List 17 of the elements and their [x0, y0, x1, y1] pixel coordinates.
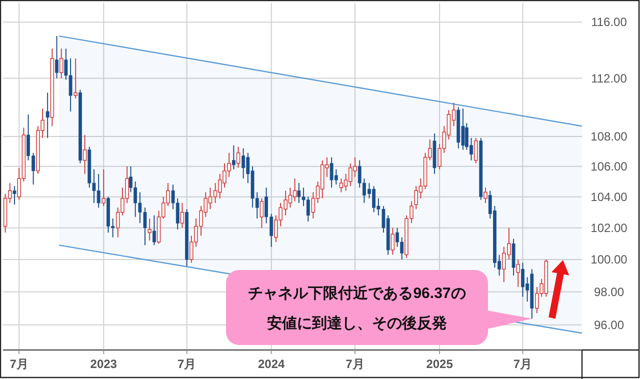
y-tick-label: 98.00: [594, 284, 624, 299]
x-tick-label: 7月: [513, 357, 532, 371]
annotation: チャネル下限付近である96.37の安値に到達し、その後反発: [248, 285, 466, 332]
y-tick-label: 102.00: [590, 220, 628, 235]
y-tick-label: 108.00: [590, 129, 628, 144]
x-tick-label: 2023: [90, 357, 118, 371]
x-tick-label: 7月: [346, 357, 364, 371]
y-tick-label: 96.00: [594, 318, 624, 332]
y-tick-label: 116.00: [591, 15, 628, 30]
x-tick-label: 7月: [177, 357, 196, 371]
x-tick-label: 2025: [426, 357, 454, 371]
y-tick-label: 100.00: [590, 252, 628, 267]
y-tick-label: 104.00: [590, 190, 628, 204]
x-tick-label: 7月: [10, 357, 28, 371]
x-tick-label: 2024: [258, 357, 286, 371]
y-tick-label: 106.00: [590, 159, 628, 174]
y-tick-label: 112.00: [591, 71, 628, 86]
